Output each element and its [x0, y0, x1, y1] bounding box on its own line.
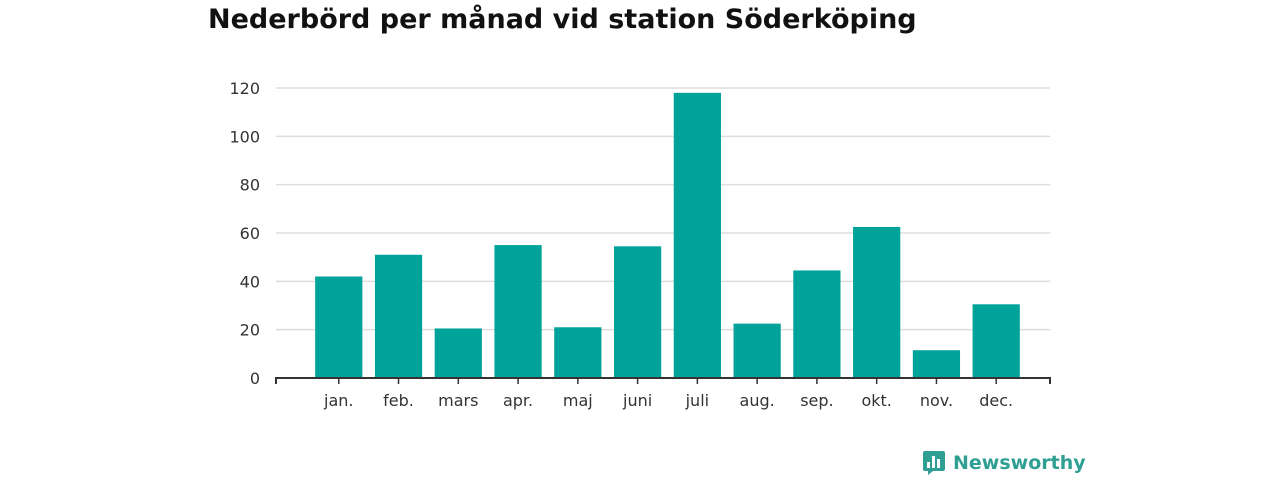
bar-nov[interactable] [912, 350, 961, 378]
bar-sep[interactable] [793, 270, 841, 378]
bar-juli[interactable] [673, 92, 721, 378]
x-tick-label: feb. [383, 391, 414, 410]
axes [275, 377, 1051, 384]
tick-labels: 0 20 40 60 80 100 120 jan. feb. mars apr. maj juni ju… [229, 79, 1013, 410]
bar-maj[interactable] [554, 327, 602, 378]
bar-jan[interactable] [315, 276, 363, 379]
y-tick-label: 0 [250, 369, 260, 388]
x-tick-label: jan. [323, 391, 353, 410]
y-tick-label: 120 [229, 79, 260, 98]
x-tick-label: mars [438, 391, 478, 410]
y-tick-label: 100 [229, 127, 260, 146]
bar-dec[interactable] [972, 304, 1020, 378]
x-tick-label: aug. [740, 391, 775, 410]
y-tick-label: 20 [240, 321, 260, 340]
bar-feb[interactable] [374, 254, 423, 378]
x-tick-label: dec. [979, 391, 1013, 410]
y-tick-label: 40 [240, 272, 260, 291]
y-tick-label: 60 [240, 224, 260, 243]
bar-apr[interactable] [494, 245, 542, 378]
chart-title: Nederbörd per månad vid station Söderköp… [208, 4, 917, 35]
bar-okt[interactable] [853, 226, 901, 378]
x-tick-label: juni [622, 391, 652, 410]
x-tick-label: nov. [920, 391, 953, 410]
y-tick-label: 80 [240, 176, 260, 195]
x-tick-label: juli [685, 391, 709, 410]
brand-name: Newsworthy [953, 452, 1086, 474]
newsworthy-brand[interactable]: Newsworthy [922, 450, 1086, 476]
x-tick-label: okt. [861, 391, 891, 410]
newsworthy-logo-icon [923, 451, 945, 475]
x-tick-label: sep. [800, 391, 833, 410]
x-tick-label: apr. [503, 391, 533, 410]
bar-mars[interactable] [434, 328, 482, 378]
bars [315, 92, 1020, 379]
x-tick-label: maj [563, 391, 593, 410]
bar-juni[interactable] [613, 246, 662, 378]
bar-aug[interactable] [733, 323, 781, 378]
